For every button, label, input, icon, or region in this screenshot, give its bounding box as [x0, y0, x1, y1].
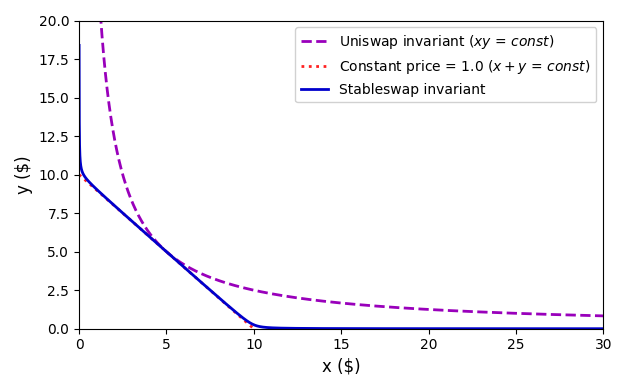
Legend: Uniswap invariant ($xy$ = $\it{const}$), Constant price = 1.0 ($x + y$ = $\it{co: Uniswap invariant ($xy$ = $\it{const}$),…: [295, 27, 596, 102]
Y-axis label: y ($): y ($): [15, 155, 33, 194]
X-axis label: x ($): x ($): [322, 358, 361, 376]
